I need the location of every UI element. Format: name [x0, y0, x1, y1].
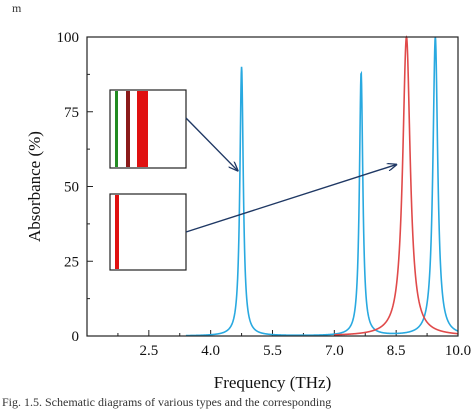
- plot-frame: [86, 36, 459, 337]
- inset-stripe: [137, 91, 148, 167]
- x-axis-ticks: 2.5 4.0 5.5 7.0 8.5 10.0: [117, 330, 471, 359]
- absorbance-series-1: [185, 36, 459, 337]
- x-tick-label: 7.0: [325, 343, 344, 359]
- series-layer: [185, 35, 459, 337]
- y-tick-label: 50: [64, 180, 79, 196]
- y-tick-label: 100: [57, 30, 80, 46]
- x-tick-label: 5.5: [263, 343, 282, 359]
- inset-stripe: [126, 91, 130, 167]
- inset-layer: [109, 89, 396, 271]
- inset-stripe: [115, 195, 119, 269]
- absorbance-series-2: [334, 35, 459, 336]
- x-axis-title: Frequency (THz): [214, 373, 332, 392]
- inset-arrow-2: [185, 165, 396, 233]
- y-tick-label: 0: [72, 329, 80, 345]
- caption-bottom-fragment: Fig. 1.5. Schematic diagrams of various …: [2, 395, 331, 409]
- y-axis-title: Absorbance (%): [25, 131, 44, 242]
- y-tick-label: 75: [64, 105, 79, 121]
- caption-top-fragment: m: [12, 1, 22, 15]
- y-tick-label: 25: [64, 254, 79, 270]
- x-tick-label: 8.5: [387, 343, 406, 359]
- x-tick-label: 10.0: [445, 343, 471, 359]
- x-tick-label: 2.5: [139, 343, 158, 359]
- inset-box-2: [109, 193, 187, 271]
- x-tick-label: 4.0: [201, 343, 220, 359]
- inset-stripe: [115, 91, 118, 167]
- inset-arrow-1: [185, 117, 238, 171]
